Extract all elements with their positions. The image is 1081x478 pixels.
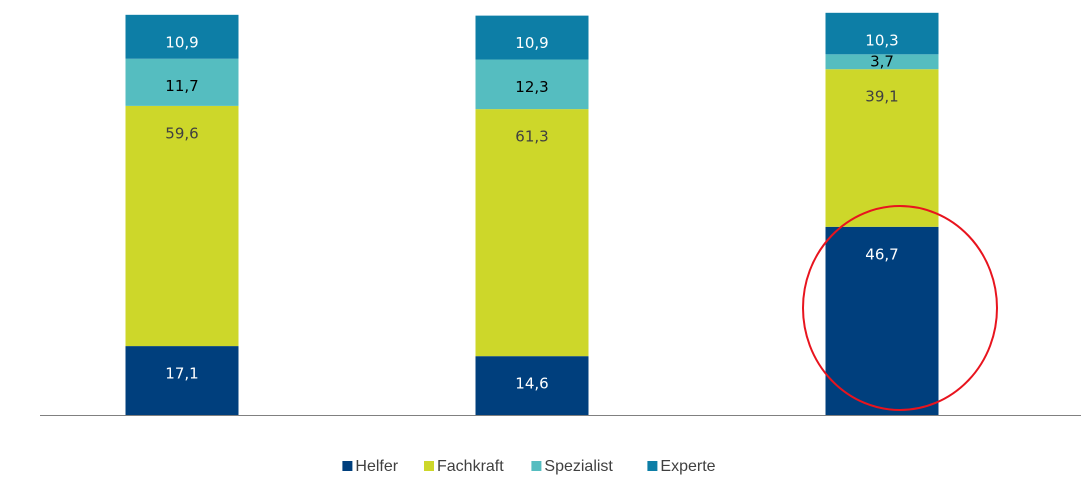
- legend-label: Spezialist: [544, 458, 613, 475]
- bar-segment: [475, 356, 589, 415]
- bar-segment: [125, 346, 239, 415]
- value-label: 59,6: [165, 124, 198, 142]
- legend-label: Helfer: [355, 458, 398, 475]
- value-label: 17,1: [165, 365, 198, 383]
- legend: Helfer Fachkraft Spezialist Experte: [342, 458, 716, 475]
- value-label: 61,3: [515, 128, 548, 146]
- bar-segment: [125, 105, 239, 347]
- bar-segment: [825, 12, 939, 55]
- legend-label: Fachkraft: [437, 458, 504, 475]
- value-label: 14,6: [515, 375, 548, 393]
- bar-segment: [825, 226, 939, 415]
- bar-segment: [475, 109, 589, 357]
- bar-segment: [125, 14, 239, 59]
- legend-swatch: [531, 461, 542, 471]
- value-label: 10,9: [165, 33, 198, 51]
- value-label: 10,3: [865, 31, 898, 49]
- legend-label: Experte: [660, 458, 715, 475]
- bar-segment: [475, 59, 589, 110]
- bar-segment: [825, 69, 939, 227]
- legend-swatch: [342, 461, 353, 471]
- value-label: 46,7: [865, 245, 898, 263]
- value-label: 10,9: [515, 34, 548, 52]
- value-label: 12,3: [515, 78, 548, 96]
- bar-segment: [825, 54, 939, 70]
- legend-swatch: [647, 461, 658, 471]
- value-label: 3,7: [870, 52, 894, 70]
- highlight-circle: [802, 205, 998, 411]
- bar-segment: [125, 58, 239, 106]
- bars: 17,1 59,6 11,7 10,9 14,6 61,3 12,3 10,9 46,7 39,1…: [125, 12, 939, 415]
- legend-swatch: [424, 461, 434, 471]
- bar-segment: [475, 15, 589, 60]
- value-label: 39,1: [865, 88, 898, 106]
- value-label: 11,7: [165, 77, 198, 95]
